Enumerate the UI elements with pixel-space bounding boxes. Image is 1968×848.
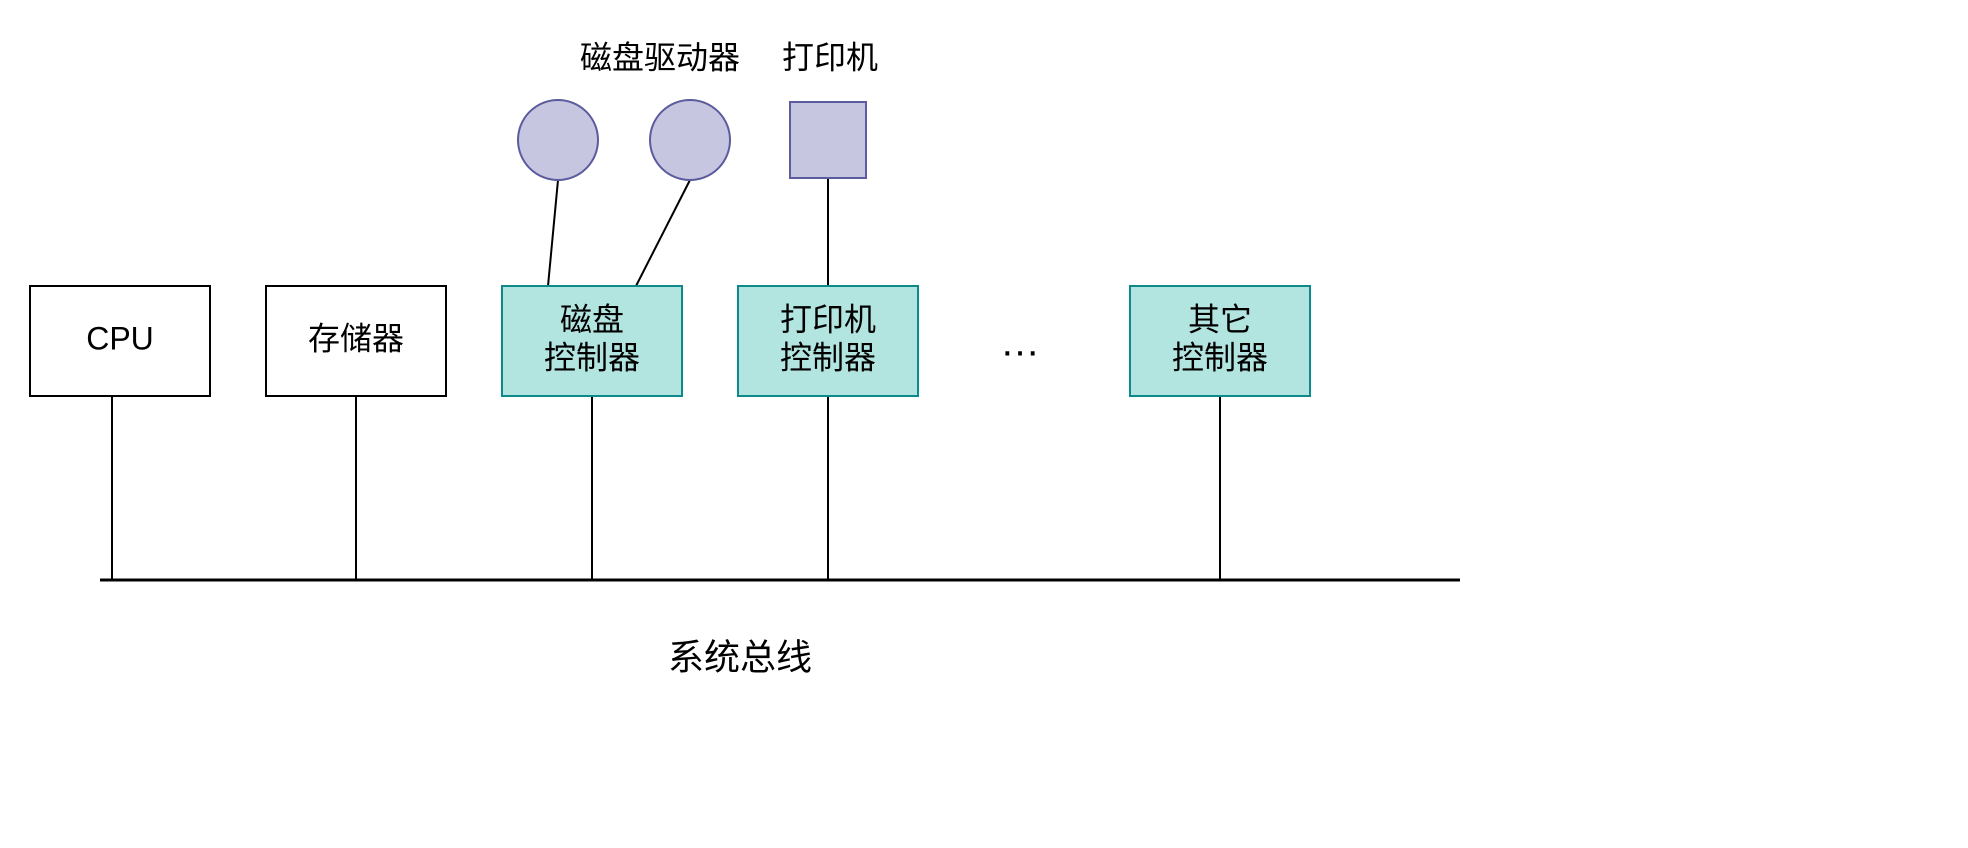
ellipsis: … (1000, 321, 1040, 365)
disk-controller-label-1: 磁盘 (560, 301, 624, 337)
disk-drive-top-label: 磁盘驱动器 (580, 39, 740, 75)
disk-drive-1-icon (518, 100, 598, 180)
system-bus-diagram: CPU 存储器 磁盘 控制器 打印机 控制器 … 其它 控制器 磁盘驱动器 打印… (0, 0, 1968, 848)
memory-label: 存储器 (308, 320, 404, 356)
printer-top-label: 打印机 (782, 39, 878, 75)
other-controller-label-2: 控制器 (1172, 339, 1268, 375)
printer-controller-label-2: 控制器 (780, 339, 876, 375)
printer-device-icon (790, 102, 866, 178)
system-bus-label: 系统总线 (668, 637, 812, 678)
disk-drive-2-icon (650, 100, 730, 180)
other-controller-label-1: 其它 (1188, 301, 1252, 337)
disk-controller-label-2: 控制器 (544, 339, 640, 375)
printer-controller-label-1: 打印机 (780, 301, 876, 337)
disk1-connector (548, 180, 558, 286)
cpu-label: CPU (86, 320, 154, 356)
disk2-connector (636, 180, 690, 286)
